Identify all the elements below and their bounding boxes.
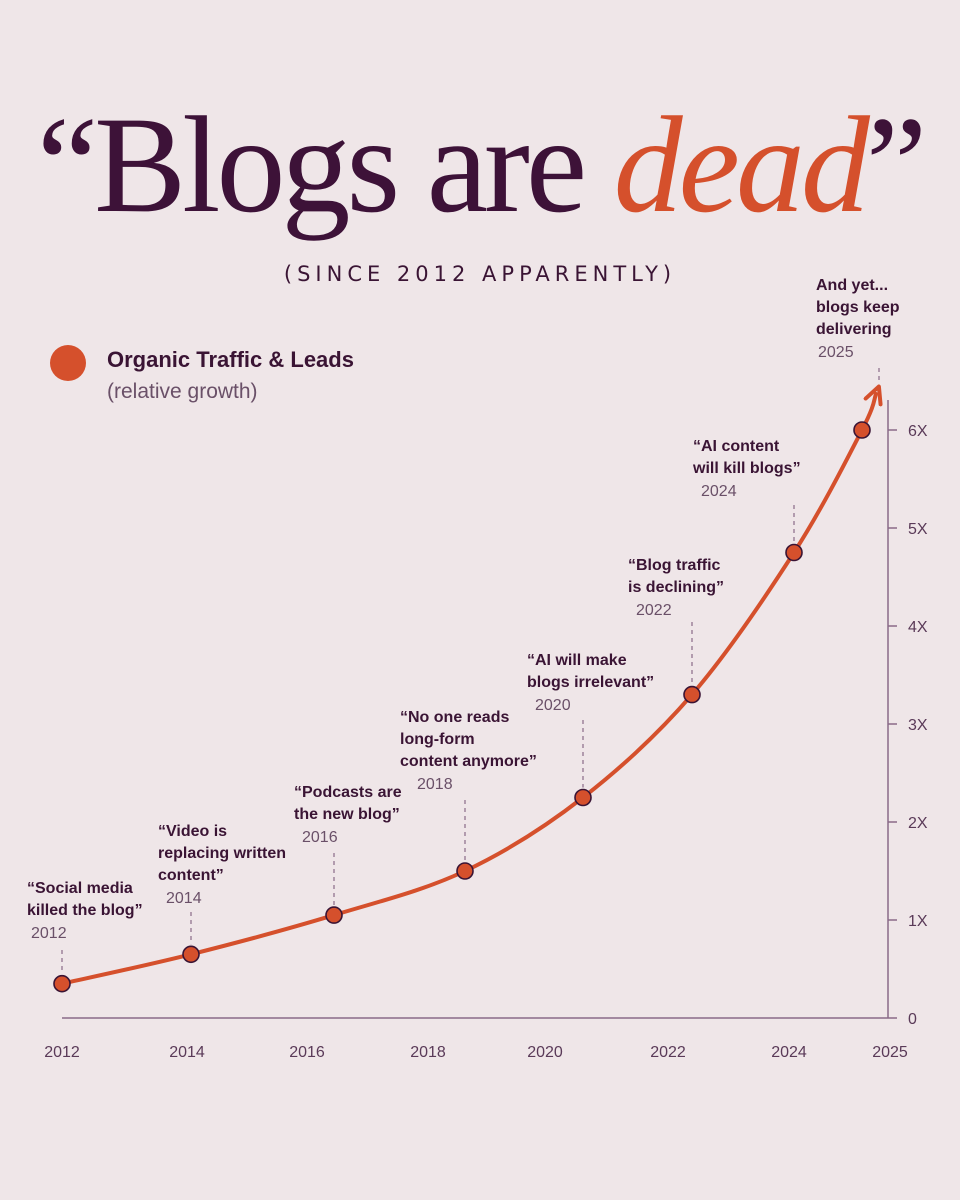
annotation-quote: is declining” — [628, 579, 724, 596]
x-tick-label: 2016 — [289, 1044, 325, 1061]
y-tick-label: 0 — [908, 1011, 917, 1028]
data-point — [53, 974, 71, 993]
annotation-year: 2020 — [535, 697, 571, 714]
annotation-year: 2016 — [302, 829, 338, 846]
x-tick-label: 2018 — [410, 1044, 446, 1061]
y-tick-label: 1X — [908, 913, 928, 930]
annotation-quote: “Blog traffic — [628, 557, 721, 574]
legend-label: Organic Traffic & Leads — [107, 347, 354, 372]
annotation-leaders — [61, 368, 880, 974]
x-tick-label: 2014 — [169, 1044, 205, 1061]
legend-sublabel: (relative growth) — [107, 380, 258, 403]
annotation-quote: “Podcasts are — [294, 784, 402, 801]
title-open-quote: “ — [36, 88, 98, 241]
annotation-quote: “AI will make — [527, 652, 627, 669]
annotation-year: 2018 — [417, 776, 453, 793]
annotation-year: 2025 — [818, 344, 854, 361]
annotation-quote: will kill blogs” — [692, 460, 801, 477]
y-tick-label: 6X — [908, 423, 928, 440]
annotation-quote: delivering — [816, 321, 892, 338]
annotation-quote: the new blog” — [294, 806, 400, 823]
annotation-quote: “AI content — [693, 438, 780, 455]
data-point — [785, 543, 803, 562]
annotation-quote: content” — [158, 867, 224, 884]
x-tick-label: 2024 — [771, 1044, 807, 1061]
data-markers — [53, 421, 871, 993]
annotation-year: 2012 — [31, 925, 67, 942]
data-point — [574, 788, 592, 807]
title-main: Blogs are — [94, 88, 614, 241]
annotation-quote: “Video is — [158, 823, 227, 840]
annotation-quote: blogs keep — [816, 299, 900, 316]
annotation-year: 2024 — [701, 483, 737, 500]
title-accent: dead — [613, 88, 870, 241]
data-point — [456, 862, 474, 880]
annotation-quote: “No one reads — [400, 709, 509, 726]
page-subtitle: (SINCE 2012 APPARENTLY) — [283, 262, 677, 286]
x-tick-label: 2025 — [872, 1044, 908, 1061]
annotation-quote: long-form — [400, 731, 475, 748]
annotation-quote: And yet... — [816, 277, 888, 294]
x-tick-label: 2012 — [44, 1044, 80, 1061]
y-tick-label: 2X — [908, 815, 928, 832]
legend-dot-icon — [50, 345, 86, 381]
data-point — [182, 945, 200, 964]
title-close-quote: ” — [865, 88, 927, 241]
annotation-quote: blogs irrelevant” — [527, 674, 654, 691]
annotation-year: 2022 — [636, 602, 672, 619]
annotation-quote: replacing written — [158, 845, 286, 862]
y-tick-label: 4X — [908, 619, 928, 636]
y-tick-label: 5X — [908, 521, 928, 538]
annotation-quote: killed the blog” — [27, 902, 143, 919]
data-point — [683, 685, 701, 704]
data-point — [325, 906, 343, 924]
x-tick-label: 2020 — [527, 1044, 563, 1061]
annotation-quote: “Social media — [27, 880, 133, 897]
chart-axes: 0 1X 2X 3X 4X 5X 6X 2012 2014 2016 2018 2020 2022 202… — [44, 400, 928, 1061]
annotation-quote: content anymore” — [400, 753, 537, 770]
y-tick-label: 3X — [908, 717, 928, 734]
page-title: “Blogs are dead” — [0, 96, 960, 234]
annotation-year: 2014 — [166, 890, 202, 907]
x-tick-label: 2022 — [650, 1044, 686, 1061]
data-point — [853, 421, 871, 439]
chart-annotations: “Social media killed the blog” 2012 “Video … — [27, 277, 900, 942]
